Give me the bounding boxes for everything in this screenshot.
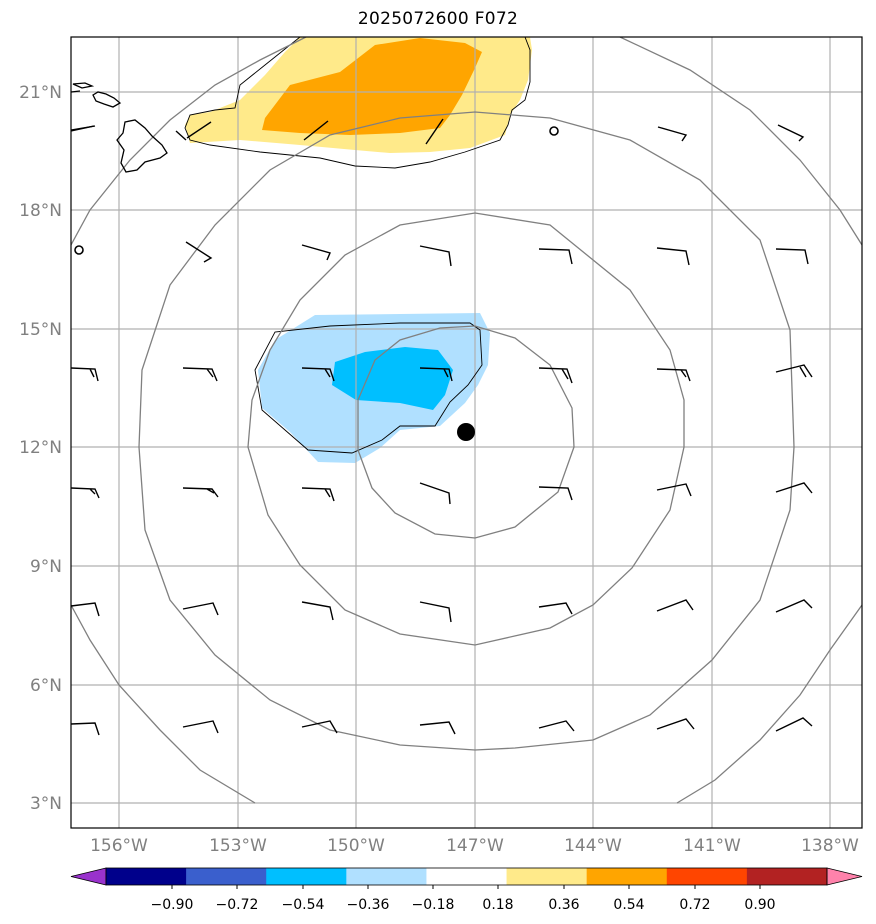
wind-barb bbox=[538, 602, 573, 615]
wind-barb bbox=[182, 602, 219, 616]
wind-barb bbox=[301, 367, 335, 382]
wind-barb bbox=[656, 368, 691, 382]
plot-area bbox=[71, 37, 862, 828]
colorbar-label: −0.72 bbox=[216, 897, 259, 913]
wind-barb bbox=[777, 124, 805, 142]
graticule bbox=[71, 37, 862, 828]
lat-label: 6°N bbox=[30, 676, 62, 696]
small-islands bbox=[74, 126, 559, 255]
colorbar-label: −0.18 bbox=[412, 897, 455, 913]
plot-frame bbox=[70, 36, 863, 829]
colorbar-frame bbox=[105, 867, 828, 886]
wind-barb bbox=[175, 130, 187, 141]
colorbar-label: −0.54 bbox=[282, 897, 325, 913]
lon-axis-labels: 156°W 153°W 150°W 147°W 144°W 141°W 138°… bbox=[90, 836, 859, 856]
wind-barb bbox=[71, 602, 100, 617]
wind-barb bbox=[182, 720, 219, 734]
wind-barb bbox=[182, 367, 218, 382]
lon-label: 147°W bbox=[446, 836, 504, 856]
colorbar-segment bbox=[426, 868, 508, 885]
colorbar-segment bbox=[186, 868, 267, 885]
wind-barb bbox=[775, 599, 813, 613]
colorbar-label: 0.18 bbox=[482, 897, 513, 913]
lon-label: 156°W bbox=[90, 836, 148, 856]
wind-barb bbox=[775, 717, 813, 732]
positive-anomaly-region bbox=[185, 37, 532, 153]
wind-barb bbox=[301, 720, 338, 734]
wind-barb bbox=[419, 721, 456, 735]
wind-barb bbox=[538, 367, 573, 384]
concentric-contours bbox=[71, 37, 862, 804]
storm-center-marker bbox=[457, 423, 475, 441]
wind-barb bbox=[425, 118, 444, 145]
colorbar-label: 0.90 bbox=[744, 897, 775, 913]
wind-barb bbox=[301, 244, 331, 261]
wind-barb bbox=[182, 487, 219, 498]
wind-barb bbox=[538, 486, 573, 501]
wind-barb bbox=[419, 245, 452, 267]
wind-barb bbox=[71, 487, 100, 499]
wind-barb bbox=[656, 247, 690, 266]
wind-barb bbox=[775, 248, 809, 265]
wind-barb bbox=[538, 248, 573, 265]
lon-label: 144°W bbox=[564, 836, 622, 856]
lat-label: 3°N bbox=[30, 794, 62, 814]
colorbar: −0.90 −0.72 −0.54 −0.36 −0.18 0.18 0.36 0.54 0.7… bbox=[70, 867, 863, 913]
colorbar-label: −0.36 bbox=[347, 897, 390, 913]
colorbar-label: 0.36 bbox=[548, 897, 579, 913]
colorbar-segment bbox=[346, 868, 427, 885]
wind-barb bbox=[656, 718, 695, 730]
lat-label: 12°N bbox=[19, 438, 62, 458]
colorbar-label: 0.72 bbox=[679, 897, 710, 913]
lon-label: 153°W bbox=[209, 836, 267, 856]
wind-barb bbox=[186, 121, 212, 139]
colorbar-segment bbox=[746, 868, 828, 885]
colorbar-segment bbox=[586, 868, 668, 885]
colorbar-label: −0.90 bbox=[151, 897, 194, 913]
wind-barb bbox=[538, 720, 575, 732]
wind-barb bbox=[301, 601, 334, 621]
wind-barb bbox=[71, 722, 100, 736]
lon-label: 138°W bbox=[801, 836, 859, 856]
wind-barb bbox=[419, 367, 453, 382]
map-title: 2025072600 F072 bbox=[357, 9, 519, 29]
lat-label: 21°N bbox=[19, 83, 62, 103]
colorbar-segment bbox=[106, 868, 187, 885]
lon-label: 150°W bbox=[327, 836, 385, 856]
negative-anomaly-region bbox=[258, 313, 490, 463]
wind-barb bbox=[419, 601, 452, 623]
wind-barb bbox=[657, 126, 688, 142]
wind-barb bbox=[656, 483, 692, 497]
wind-barb bbox=[656, 599, 694, 612]
colorbar-extend-max bbox=[826, 867, 863, 886]
lat-axis-labels: 21°N 18°N 15°N 12°N 9°N 6°N 3°N bbox=[19, 83, 62, 814]
wind-barb bbox=[775, 364, 813, 378]
colorbar-extend-min bbox=[70, 867, 107, 886]
wind-barb bbox=[71, 125, 95, 132]
wind-barb bbox=[419, 482, 451, 505]
wind-barb bbox=[775, 482, 813, 494]
colorbar-segment bbox=[266, 868, 347, 885]
lon-label: 141°W bbox=[683, 836, 741, 856]
wind-barbs bbox=[71, 118, 813, 736]
lat-label: 18°N bbox=[19, 201, 62, 221]
wind-barb bbox=[71, 367, 99, 382]
wind-barb bbox=[301, 487, 335, 502]
lat-label: 15°N bbox=[19, 320, 62, 340]
colorbar-segment bbox=[666, 868, 748, 885]
colorbar-label: 0.54 bbox=[613, 897, 644, 913]
colorbar-segment bbox=[506, 868, 588, 885]
lat-label: 9°N bbox=[30, 557, 62, 577]
wind-barb bbox=[185, 241, 213, 263]
wind-barb bbox=[303, 120, 329, 141]
